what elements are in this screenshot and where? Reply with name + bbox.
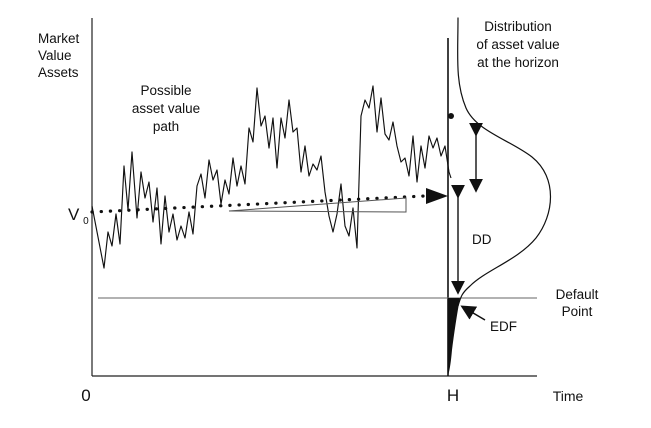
v0-label-subscript: 0: [83, 216, 89, 227]
distribution-label-line2: of asset value: [476, 37, 559, 52]
time-label: Time: [553, 388, 584, 404]
asset-value-distribution-curve: [457, 17, 552, 307]
expected-drift-dotted-line: [90, 194, 427, 214]
possible-path-label-line1: Possible: [140, 83, 191, 98]
dd-label: DD: [472, 232, 492, 247]
y-axis-label-market: Market: [38, 31, 80, 46]
edf-shaded-tail: [448, 298, 460, 376]
y-axis-label-value: Value: [38, 48, 72, 63]
distribution-label-line3: at the horizon: [477, 55, 559, 70]
origin-label: 0: [81, 386, 90, 405]
edf-pointer-arrow: [460, 305, 486, 321]
v0-label-main: V: [68, 205, 80, 224]
edf-label: EDF: [490, 319, 517, 334]
possible-path-label-line2: asset value: [132, 101, 200, 116]
horizon-label: H: [447, 386, 459, 405]
y-axis-label-assets: Assets: [38, 65, 79, 80]
horizon-point-marker: [448, 113, 454, 119]
default-point-label-line2: Point: [562, 304, 593, 319]
default-point-label-line1: Default: [556, 287, 599, 302]
v0-label: V 0: [68, 205, 89, 227]
distribution-label-line1: Distribution: [484, 19, 552, 34]
possible-path-label-line3: path: [153, 119, 179, 134]
slope-triangle: [228, 197, 407, 213]
drift-arrow-head: [426, 188, 448, 204]
possible-asset-value-path: [91, 85, 452, 269]
